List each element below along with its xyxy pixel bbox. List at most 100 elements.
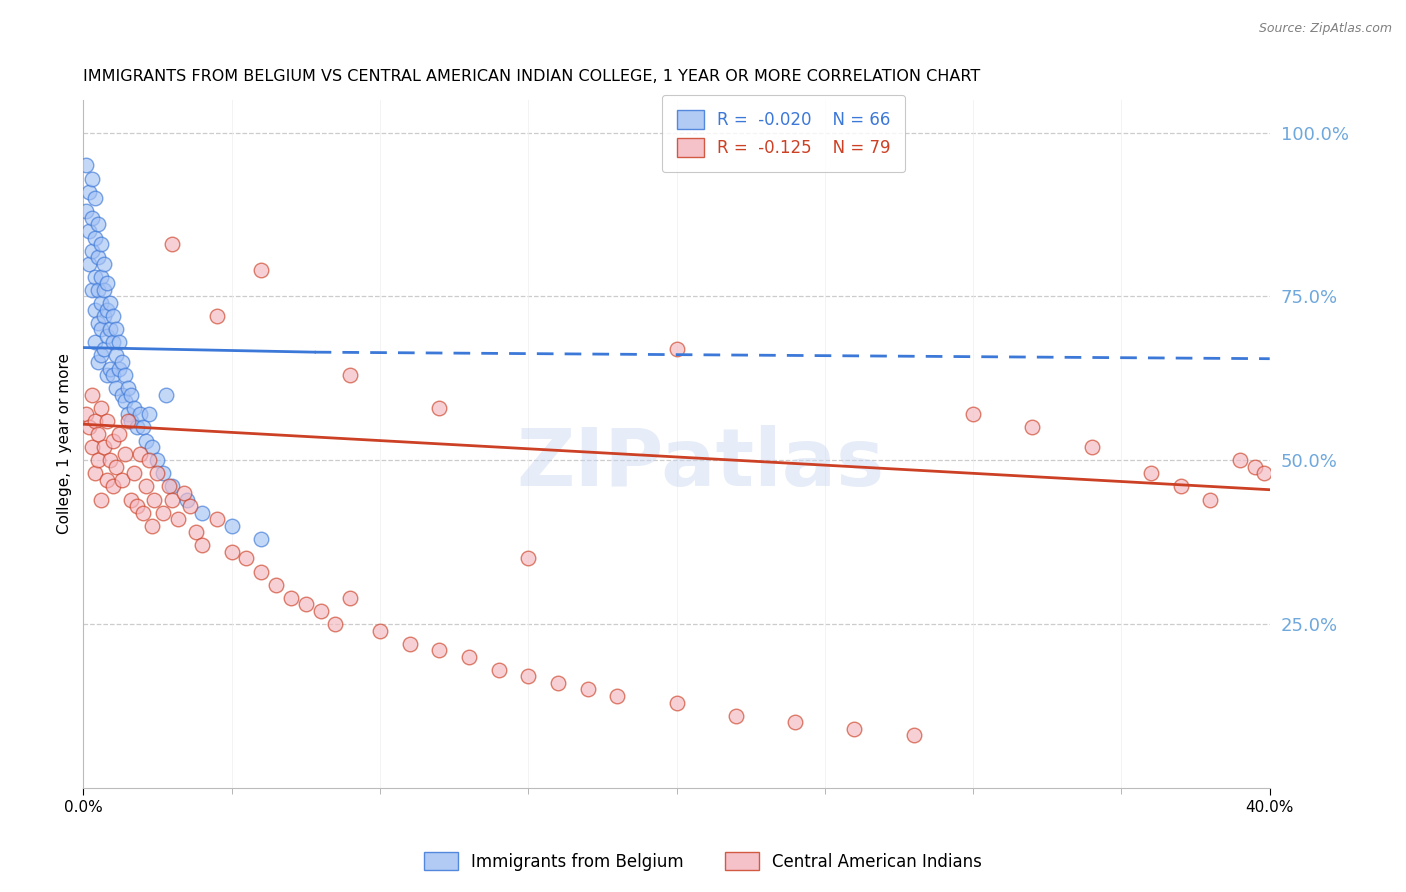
Text: ZIPatlas: ZIPatlas <box>516 425 884 503</box>
Point <box>101 309 124 323</box>
Point <box>75 159 97 173</box>
Point <box>427 643 450 657</box>
Point <box>96 414 118 428</box>
Point <box>325 617 347 632</box>
Point <box>108 427 131 442</box>
Point <box>77 224 100 238</box>
Point <box>96 277 118 291</box>
Point <box>90 492 112 507</box>
Point <box>141 518 163 533</box>
Point <box>191 538 214 552</box>
Point <box>96 368 118 382</box>
Point <box>785 715 807 730</box>
Point <box>724 708 747 723</box>
Point <box>184 525 207 540</box>
Point <box>108 361 131 376</box>
Point <box>179 499 201 513</box>
Point <box>517 551 540 566</box>
Point <box>665 696 688 710</box>
Point <box>90 322 112 336</box>
Point <box>82 244 104 258</box>
Point <box>125 420 148 434</box>
Legend: Immigrants from Belgium, Central American Indians: Immigrants from Belgium, Central America… <box>416 844 990 880</box>
Point <box>84 230 107 244</box>
Point <box>1229 453 1251 467</box>
Point <box>104 459 127 474</box>
Text: Source: ZipAtlas.com: Source: ZipAtlas.com <box>1258 22 1392 36</box>
Point <box>87 283 110 297</box>
Point <box>131 420 153 434</box>
Point <box>128 447 150 461</box>
Point <box>146 453 169 467</box>
Point <box>1021 420 1043 434</box>
Point <box>264 577 287 591</box>
Point <box>122 467 145 481</box>
Point <box>77 185 100 199</box>
Point <box>339 591 361 605</box>
Point <box>176 492 198 507</box>
Point <box>114 394 136 409</box>
Point <box>101 479 124 493</box>
Point <box>1253 467 1275 481</box>
Point <box>111 473 134 487</box>
Point <box>157 479 180 493</box>
Point <box>280 591 302 605</box>
Point <box>1244 459 1267 474</box>
Point <box>98 296 121 310</box>
Point <box>96 302 118 317</box>
Point <box>205 309 228 323</box>
Point <box>162 479 184 493</box>
Point <box>98 453 121 467</box>
Point <box>1170 479 1192 493</box>
Point <box>138 408 160 422</box>
Point <box>87 427 110 442</box>
Legend: R =  -0.020    N = 66, R =  -0.125    N = 79: R = -0.020 N = 66, R = -0.125 N = 79 <box>662 95 905 172</box>
Point <box>143 492 166 507</box>
Point <box>111 388 134 402</box>
Point <box>87 316 110 330</box>
Point <box>120 492 142 507</box>
Point <box>111 355 134 369</box>
Point <box>98 361 121 376</box>
Point <box>108 335 131 350</box>
Point <box>135 479 157 493</box>
Point <box>250 532 273 546</box>
Point <box>191 506 214 520</box>
Point <box>1199 492 1222 507</box>
Point <box>167 512 190 526</box>
Point <box>141 440 163 454</box>
Point <box>128 408 150 422</box>
Point <box>82 388 104 402</box>
Point <box>368 624 391 638</box>
Point <box>117 408 139 422</box>
Point <box>101 368 124 382</box>
Point <box>93 309 115 323</box>
Point <box>114 447 136 461</box>
Point <box>90 296 112 310</box>
Point <box>104 322 127 336</box>
Point <box>104 381 127 395</box>
Point <box>84 414 107 428</box>
Point <box>155 388 177 402</box>
Point <box>87 453 110 467</box>
Point <box>427 401 450 415</box>
Point <box>87 250 110 264</box>
Point <box>90 237 112 252</box>
Point <box>152 467 174 481</box>
Point <box>82 171 104 186</box>
Point <box>93 283 115 297</box>
Text: IMMIGRANTS FROM BELGIUM VS CENTRAL AMERICAN INDIAN COLLEGE, 1 YEAR OR MORE CORRE: IMMIGRANTS FROM BELGIUM VS CENTRAL AMERI… <box>83 69 980 84</box>
Point <box>221 545 243 559</box>
Point <box>457 649 479 664</box>
Point <box>122 401 145 415</box>
Point <box>606 689 628 703</box>
Point <box>117 381 139 395</box>
Point <box>87 218 110 232</box>
Point <box>250 565 273 579</box>
Point <box>235 551 257 566</box>
Point <box>125 499 148 513</box>
Point <box>93 257 115 271</box>
Point <box>87 355 110 369</box>
Point <box>75 408 97 422</box>
Point <box>844 722 866 736</box>
